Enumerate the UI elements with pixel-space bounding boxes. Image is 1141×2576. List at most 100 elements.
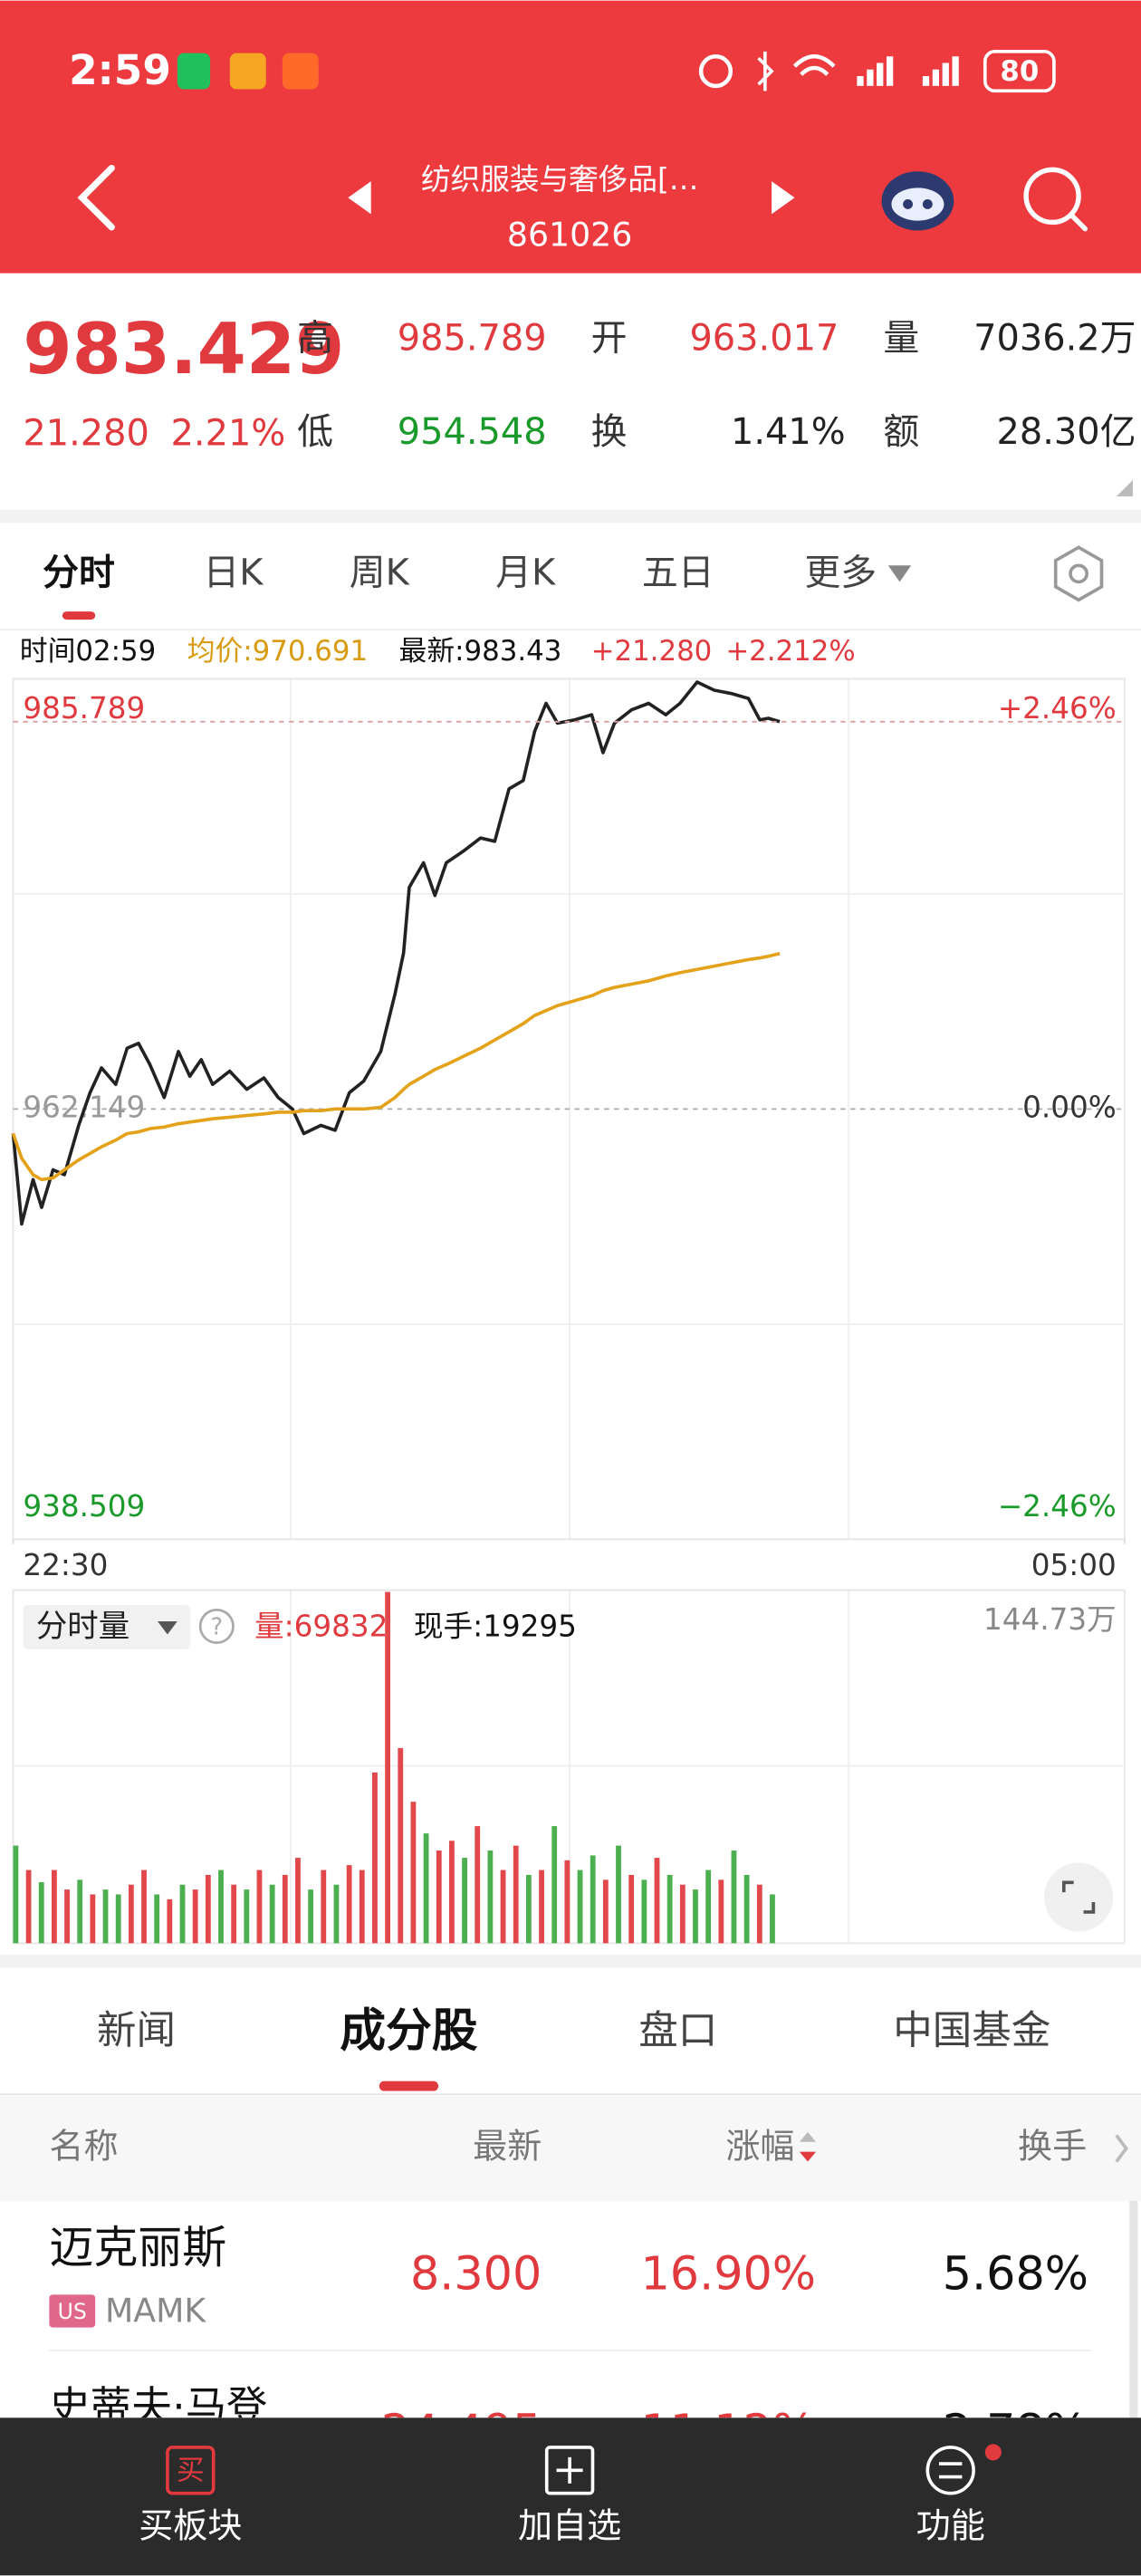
period-tab[interactable]: 分时 <box>43 553 115 594</box>
high-value: 985.789 <box>398 317 547 359</box>
volume-bar <box>462 1858 467 1944</box>
volume-bar <box>577 1870 583 1944</box>
signal-icon <box>922 56 959 86</box>
period-tab[interactable]: 更多 <box>804 553 877 594</box>
alarm-icon <box>698 54 734 89</box>
buy-icon-text: 买 <box>177 2455 205 2487</box>
active-underline <box>379 2081 439 2091</box>
ticker: MAMK <box>105 2291 206 2330</box>
buy-button[interactable]: 买 买板块 <box>139 2446 242 2545</box>
volume-bar <box>731 1850 737 1944</box>
volume-bar <box>693 1889 698 1944</box>
notification-dot <box>984 2444 1002 2461</box>
bluetooth-icon <box>757 51 774 91</box>
menu-lines <box>939 2462 963 2479</box>
stock-row[interactable]: 迈克丽斯 US MAMK 8.300 16.90% 5.68% <box>49 2222 1088 2330</box>
volume-bar <box>616 1845 621 1944</box>
volume-bar <box>282 1874 288 1944</box>
back-button[interactable] <box>77 164 115 231</box>
x-tick-label: 05:00 <box>1031 1548 1117 1582</box>
next-button[interactable] <box>772 181 795 215</box>
volume-bar <box>487 1850 494 1944</box>
volume-bar <box>333 1884 340 1944</box>
volume-bar <box>372 1772 378 1944</box>
info-latest: 最新:983.43 <box>399 635 562 668</box>
nav-label: 功能 <box>916 2505 985 2545</box>
section-tabs: 新闻 成分股 盘口 中国基金 <box>97 2004 1050 2057</box>
volume-bar <box>525 1874 532 1944</box>
amount-value: 28.30亿 <box>997 411 1136 453</box>
volume-bar <box>128 1884 134 1944</box>
section-tab[interactable]: 中国基金 <box>893 2009 1050 2054</box>
column-header[interactable]: 涨幅 <box>725 2126 794 2166</box>
wifi-icon <box>792 54 836 76</box>
scroll-right[interactable] <box>1115 2134 1128 2163</box>
clock: 2:59 <box>69 46 171 94</box>
volume-bar <box>385 1591 391 1944</box>
function-button[interactable]: 功能 <box>916 2444 1002 2545</box>
search-icon <box>1023 167 1081 226</box>
volume-bar <box>705 1870 712 1944</box>
info-change: +21.280 <box>591 635 713 668</box>
volume-bar <box>308 1889 314 1944</box>
section-tab[interactable]: 成分股 <box>340 2004 478 2057</box>
fullscreen-icon <box>1061 1880 1096 1914</box>
section-tab[interactable]: 新闻 <box>97 2009 176 2054</box>
volume-bar <box>628 1874 635 1944</box>
settings-button[interactable] <box>1053 545 1104 602</box>
volume-bar <box>64 1889 70 1944</box>
volume-bar <box>269 1884 275 1944</box>
fullscreen-button[interactable] <box>1044 1862 1114 1932</box>
volume-bar <box>410 1802 417 1944</box>
period-tab[interactable]: 周K <box>350 553 410 594</box>
y-tick-label: 144.73万 <box>983 1602 1117 1637</box>
y2-tick-label: −2.46% <box>998 1489 1117 1523</box>
scrollbar <box>1129 2201 1138 2418</box>
section-tab[interactable]: 盘口 <box>638 2009 717 2054</box>
menu-icon <box>925 2446 975 2495</box>
volume-bar <box>295 1858 301 1944</box>
volume-bar <box>231 1884 237 1944</box>
assistant-button[interactable] <box>881 171 954 231</box>
volume-bar <box>192 1889 198 1944</box>
watchlist-button[interactable]: 加自选 <box>518 2446 621 2545</box>
turnover-label: 换 <box>591 411 628 453</box>
search-handle <box>1069 213 1088 232</box>
prev-button[interactable] <box>348 181 371 215</box>
separator <box>0 509 1141 524</box>
y2-tick-label: 0.00% <box>1022 1090 1117 1124</box>
stock-name: 史蒂夫·马登 <box>49 2383 267 2431</box>
amount-label: 额 <box>883 411 919 453</box>
market-code: US <box>58 2299 87 2324</box>
volume-bar <box>141 1870 147 1944</box>
search-button[interactable] <box>1023 167 1088 232</box>
volume-bar <box>13 1845 19 1944</box>
help-button[interactable] <box>198 1608 235 1644</box>
expand-corner[interactable] <box>1116 480 1133 497</box>
stock-price: 24.495 <box>381 2404 542 2457</box>
volume-bar <box>641 1879 647 1944</box>
low-value: 954.548 <box>398 411 547 453</box>
period-tab[interactable]: 日K <box>203 553 264 594</box>
bottom-nav <box>0 2417 1141 2576</box>
stock-turnover: 2.78% <box>943 2404 1088 2457</box>
indicator-select[interactable] <box>23 1604 191 1649</box>
high-label: 高 <box>297 317 333 359</box>
volume-bar <box>167 1898 173 1944</box>
robot-eye <box>903 199 913 209</box>
low-label: 低 <box>297 411 333 453</box>
volume-bar <box>51 1870 57 1944</box>
stock-row[interactable]: 史蒂夫·马登 24.495 11.12% 2.78% <box>49 2383 1088 2458</box>
period-tab[interactable]: 五日 <box>642 553 714 594</box>
sort-up <box>799 2131 817 2142</box>
volume-bar <box>743 1874 750 1944</box>
period-tab[interactable]: 月K <box>495 553 556 594</box>
volume-bar <box>590 1855 596 1944</box>
robot-eye <box>922 199 933 209</box>
add-icon <box>544 2446 595 2495</box>
volume-bar <box>666 1874 673 1944</box>
robot-face <box>891 187 944 221</box>
volume-bar <box>256 1870 263 1944</box>
battery-icon <box>983 50 1056 93</box>
